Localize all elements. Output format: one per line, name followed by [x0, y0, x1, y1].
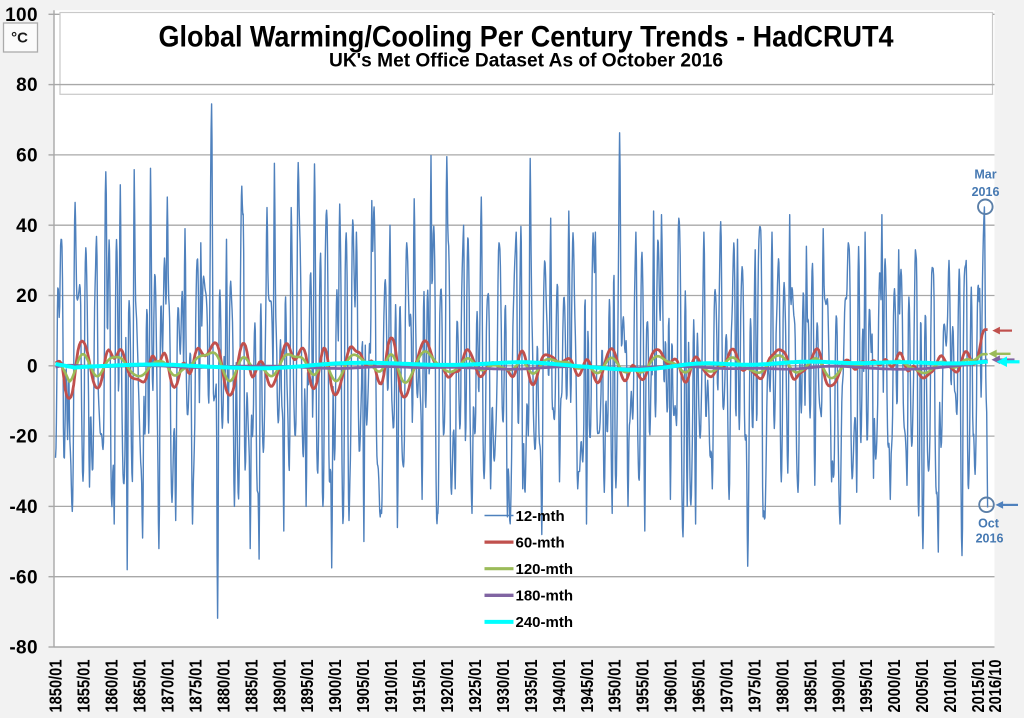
svg-text:1860/01: 1860/01: [102, 659, 122, 712]
svg-text:1945/01: 1945/01: [577, 659, 597, 712]
svg-text:2016: 2016: [972, 185, 1000, 199]
svg-text:60-mth: 60-mth: [516, 534, 565, 551]
svg-text:1960/01: 1960/01: [661, 659, 681, 712]
svg-text:100: 100: [5, 5, 38, 26]
svg-text:2010/01: 2010/01: [940, 659, 960, 712]
svg-text:1895/01: 1895/01: [297, 659, 317, 712]
svg-text:1970/01: 1970/01: [717, 659, 737, 712]
svg-text:1995/01: 1995/01: [856, 659, 876, 712]
svg-text:1925/01: 1925/01: [465, 659, 485, 712]
svg-text:20: 20: [16, 286, 38, 307]
svg-text:2016/10: 2016/10: [985, 659, 1005, 712]
svg-text:1985/01: 1985/01: [800, 659, 820, 712]
svg-text:Oct: Oct: [978, 517, 1000, 531]
svg-text:1940/01: 1940/01: [549, 659, 569, 712]
svg-text:Global Warming/Cooling Per Cen: Global Warming/Cooling Per Century Trend…: [159, 21, 895, 54]
svg-text:12-mth: 12-mth: [516, 508, 565, 525]
svg-text:1870/01: 1870/01: [158, 659, 178, 712]
svg-text:1905/01: 1905/01: [353, 659, 373, 712]
svg-text:120-mth: 120-mth: [516, 561, 574, 578]
svg-text:240-mth: 240-mth: [516, 614, 574, 631]
svg-text:40: 40: [16, 216, 38, 237]
svg-text:1850/01: 1850/01: [46, 659, 66, 712]
svg-text:-40: -40: [9, 497, 38, 518]
svg-text:1930/01: 1930/01: [493, 659, 513, 712]
svg-text:1910/01: 1910/01: [381, 659, 401, 712]
svg-text:1875/01: 1875/01: [185, 659, 205, 712]
svg-text:Mar: Mar: [974, 168, 996, 182]
svg-text:60: 60: [16, 146, 38, 167]
svg-text:1920/01: 1920/01: [437, 659, 457, 712]
svg-text:2005/01: 2005/01: [912, 659, 932, 712]
svg-text:1950/01: 1950/01: [605, 659, 625, 712]
svg-text:2015/01: 2015/01: [968, 659, 988, 712]
svg-text:1975/01: 1975/01: [745, 659, 765, 712]
svg-text:1935/01: 1935/01: [521, 659, 541, 712]
svg-text:°C: °C: [11, 30, 28, 47]
svg-text:1900/01: 1900/01: [325, 659, 345, 712]
svg-text:80: 80: [16, 75, 38, 96]
svg-text:-80: -80: [9, 638, 38, 659]
svg-text:UK's Met Office Dataset As of: UK's Met Office Dataset As of October 20…: [329, 51, 723, 72]
svg-text:1865/01: 1865/01: [130, 659, 150, 712]
svg-text:1955/01: 1955/01: [633, 659, 653, 712]
svg-text:1855/01: 1855/01: [74, 659, 94, 712]
svg-text:2000/01: 2000/01: [884, 659, 904, 712]
svg-text:1980/01: 1980/01: [772, 659, 792, 712]
svg-text:1890/01: 1890/01: [269, 659, 289, 712]
svg-text:180-mth: 180-mth: [516, 588, 574, 605]
svg-text:1880/01: 1880/01: [213, 659, 233, 712]
svg-text:1915/01: 1915/01: [409, 659, 429, 712]
svg-text:0: 0: [27, 356, 38, 377]
svg-text:1885/01: 1885/01: [241, 659, 261, 712]
svg-text:-60: -60: [9, 567, 38, 588]
svg-text:2016: 2016: [976, 532, 1004, 546]
svg-text:1990/01: 1990/01: [828, 659, 848, 712]
svg-text:1965/01: 1965/01: [689, 659, 709, 712]
svg-text:-20: -20: [9, 427, 38, 448]
